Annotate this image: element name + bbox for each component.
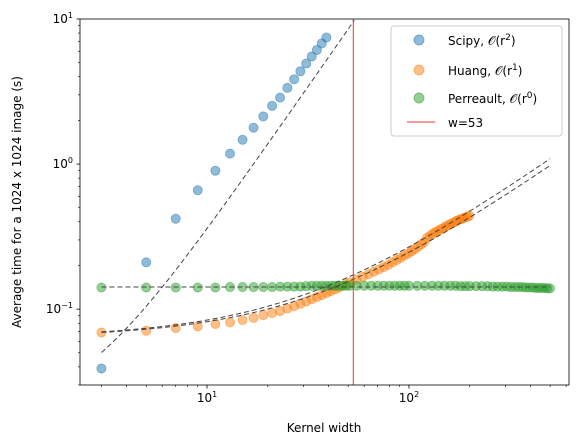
x-tick-label: 102	[399, 390, 419, 405]
data-point	[544, 283, 555, 294]
data-point	[248, 312, 259, 323]
fit-line-huang-1	[101, 158, 551, 333]
legend-frame	[390, 25, 563, 137]
data-point	[403, 280, 414, 291]
data-point	[289, 74, 300, 85]
data-point	[248, 122, 259, 133]
data-point	[267, 100, 278, 111]
series-0	[96, 32, 332, 374]
data-point	[295, 66, 306, 77]
legend-marker-scipy	[413, 34, 425, 46]
fit-lines	[101, 20, 551, 353]
legend-marker-perreault	[413, 92, 425, 104]
y-axis-ticks: 10−1 100 101	[46, 11, 80, 386]
y-axis-label: Average time for a 1024 x 1024 image (s)	[10, 76, 24, 328]
data-point	[301, 58, 312, 69]
plot-frame	[79, 18, 570, 386]
legend-label-perreault: Perreault, 𝒪(r0)	[448, 91, 537, 106]
data-point	[258, 111, 269, 122]
data-point	[210, 318, 221, 329]
data-point	[306, 51, 317, 62]
data-point	[192, 185, 203, 196]
x-axis-label: Kernel width	[287, 421, 362, 435]
data-point	[170, 213, 181, 224]
data-point	[275, 92, 286, 103]
data-point	[96, 363, 107, 374]
data-point	[258, 310, 269, 321]
data-point	[321, 32, 332, 43]
x-axis-ticks: 101 102	[101, 385, 567, 405]
legend-label-scipy: Scipy, 𝒪(r2)	[448, 33, 516, 48]
data-point	[210, 165, 221, 176]
fit-line-huang-0	[101, 165, 551, 333]
data-point	[225, 148, 236, 159]
data-point	[237, 134, 248, 145]
series-2	[96, 280, 555, 294]
data-point	[282, 82, 293, 93]
x-tick-label: 101	[197, 390, 217, 405]
legend: Scipy, 𝒪(r2) Huang, 𝒪(r1) Perreault, 𝒪(r…	[390, 25, 563, 137]
chart-marks	[96, 32, 555, 374]
y-tick-label: 100	[53, 156, 73, 171]
y-tick-label: 10−1	[46, 301, 73, 316]
data-point	[141, 257, 152, 268]
legend-label-vline: w=53	[448, 116, 483, 130]
data-point	[237, 315, 248, 326]
data-point	[225, 317, 236, 328]
fit-line-scipy	[101, 20, 355, 353]
legend-label-huang: Huang, 𝒪(r1)	[448, 63, 522, 78]
y-tick-label: 101	[53, 11, 73, 26]
legend-marker-huang	[413, 64, 425, 76]
